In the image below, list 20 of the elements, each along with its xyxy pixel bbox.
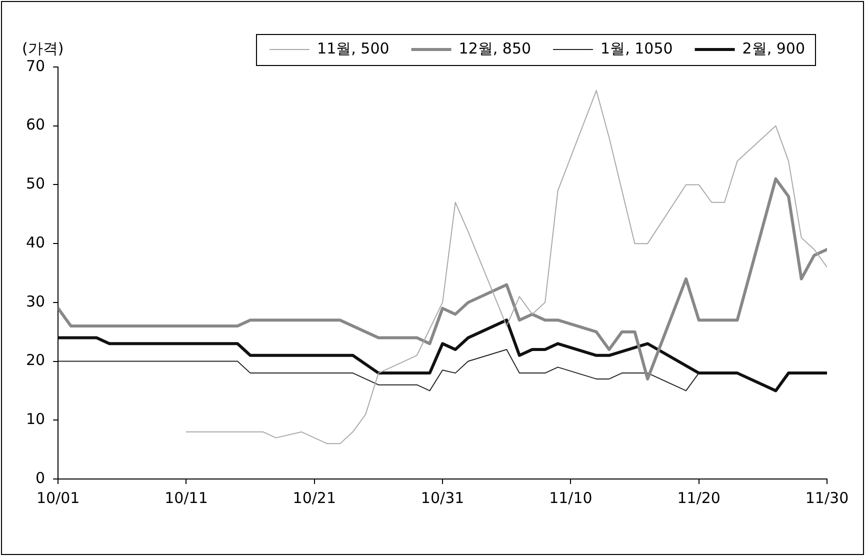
y-tick-label: 20 [26,351,46,370]
y-tick-label: 60 [26,116,46,134]
x-tick-label: 10/01 [36,488,80,507]
x-tick-label: 11/30 [805,488,849,507]
legend-label: 1월, 1050 [600,39,673,58]
legend-label: 2월, 900 [742,39,806,58]
x-tick-label: 10/31 [420,488,464,507]
x-tick-label: 10/21 [292,488,336,507]
legend-label: 11월, 500 [317,39,390,58]
legend-label: 12월, 850 [458,39,532,58]
y-tick-label: 30 [26,292,46,310]
y-tick-label: 0 [36,468,46,487]
y-tick-label: 40 [26,233,46,252]
x-tick-label: 10/11 [164,488,208,507]
x-tick-label: 11/20 [677,488,720,507]
x-tick-label: 11/10 [549,488,592,507]
y-tick-label: 50 [26,174,46,193]
y-tick-label: 10 [26,410,46,428]
y-axis-title: (가격) [22,39,64,58]
y-tick-label: 70 [26,56,46,75]
